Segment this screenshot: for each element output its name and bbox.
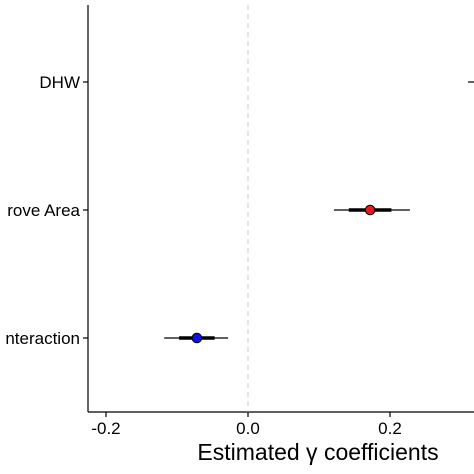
point-estimate	[191, 332, 203, 344]
coefficient-3	[164, 332, 229, 344]
coefficient-marks	[164, 81, 474, 344]
point-estimate	[364, 204, 376, 216]
x-tick-label: -0.2	[91, 419, 120, 438]
coefficient-2	[333, 204, 410, 216]
x-tick-group: -0.2 0.0 0.2	[91, 412, 402, 438]
axes	[87, 5, 474, 413]
y-tick-label: nteraction	[5, 329, 80, 348]
x-tick-label: 0.0	[236, 419, 260, 438]
x-tick-label: 0.2	[378, 419, 402, 438]
x-axis-title: Estimated γ coefficients	[197, 439, 438, 465]
y-tick-label: DHW	[39, 73, 80, 92]
y-tick-label: rove Area	[7, 201, 80, 220]
coefficient-1	[468, 81, 474, 83]
y-tick-group: DHW rove Area nteraction	[5, 73, 88, 348]
